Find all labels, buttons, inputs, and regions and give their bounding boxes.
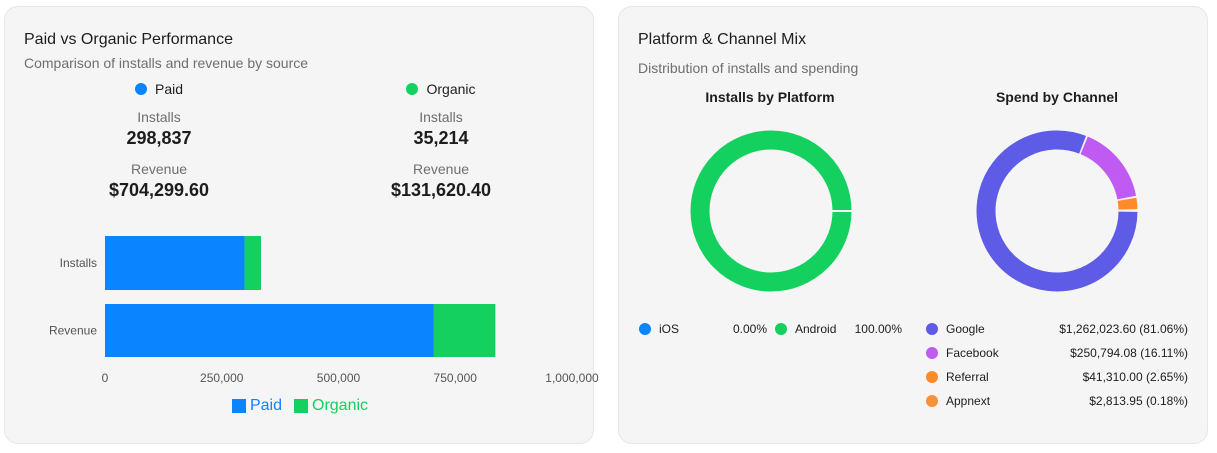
stacked-bar-chart: Installs Revenue 0 250,000 500,000 750,000 1,0… — [49, 236, 599, 385]
channel-slice-referral — [1117, 197, 1138, 210]
ios-label: iOS — [659, 322, 680, 336]
paid-label: Paid — [154, 81, 184, 97]
paid-vs-organic-card: Paid vs Organic Performance Comparison o… — [4, 6, 599, 444]
legend-item-facebook[interactable]: Facebook $250,794.08 (16.11%) — [926, 346, 1188, 360]
paid-installs-label: Installs — [137, 109, 181, 125]
card-subtitle: Comparison of installs and revenue by so… — [24, 55, 309, 71]
donut-charts — [690, 130, 1138, 292]
bar-organic-installs — [244, 236, 262, 290]
paid-revenue-value: $704,299.60 — [108, 180, 210, 200]
platform-channel-card: Platform & Channel Mix Distribution of i… — [618, 6, 1208, 444]
legend-item-appnext[interactable]: Appnext $2,813.95 (0.18%) — [926, 394, 1188, 408]
ios-percent: 0.00% — [732, 322, 767, 336]
organic-swatch-icon — [294, 399, 308, 413]
platform-donut-title: Installs by Platform — [705, 89, 835, 105]
x-tick-label: 1,000,000 — [545, 371, 599, 385]
x-tick-label: 750,000 — [434, 371, 478, 385]
bar-legend: Paid Organic — [5, 397, 595, 415]
referral-label: Referral — [946, 370, 989, 384]
legend-paid-label: Paid — [249, 397, 282, 414]
paid-stats: Paid Installs 298,837 Revenue $704,299.6… — [59, 81, 259, 201]
referral-value: $41,310.00 (2.65%) — [1082, 370, 1188, 384]
channel-slice-google — [976, 130, 1138, 292]
legend-item-ios[interactable]: iOS 0.00% — [639, 322, 767, 336]
organic-installs-value: 35,214 — [413, 128, 469, 148]
x-tick-label: 0 — [102, 371, 109, 385]
platform-slice-android — [690, 130, 852, 292]
appnext-dot-icon — [926, 395, 938, 407]
paid-installs-value: 298,837 — [126, 128, 192, 148]
android-label: Android — [795, 322, 837, 336]
organic-revenue-label: Revenue — [412, 161, 470, 177]
paid-swatch-icon — [231, 399, 246, 413]
organic-stats: Organic Installs 35,214 Revenue $131,620… — [341, 81, 541, 201]
google-value: $1,262,023.60 (81.06%) — [1059, 322, 1188, 336]
legend-item-google[interactable]: Google $1,262,023.60 (81.06%) — [926, 322, 1188, 336]
organic-revenue-value: $131,620.40 — [390, 180, 492, 200]
paid-revenue-label: Revenue — [130, 161, 188, 177]
google-dot-icon — [926, 323, 938, 335]
card-title: Platform & Channel Mix — [638, 31, 807, 48]
ios-dot-icon — [639, 323, 651, 335]
appnext-value: $2,813.95 (0.18%) — [1089, 394, 1188, 408]
organic-installs-label: Installs — [419, 109, 463, 125]
card-subtitle: Distribution of installs and spending — [638, 60, 859, 76]
facebook-dot-icon — [926, 347, 938, 359]
referral-dot-icon — [926, 371, 938, 383]
legend-item-paid[interactable]: Paid — [231, 397, 282, 415]
organic-dot-icon — [406, 83, 419, 95]
appnext-label: Appnext — [946, 394, 991, 408]
facebook-label: Facebook — [946, 346, 999, 360]
legend-item-referral[interactable]: Referral $41,310.00 (2.65%) — [926, 370, 1188, 384]
channel-donut-title: Spend by Channel — [995, 89, 1119, 105]
android-dot-icon — [775, 323, 787, 335]
organic-label: Organic — [426, 81, 476, 97]
bar-organic-revenue — [433, 304, 496, 357]
y-tick-label: Installs — [60, 256, 97, 270]
bar-paid-revenue — [105, 304, 434, 357]
facebook-value: $250,794.08 (16.11%) — [1070, 346, 1188, 360]
channel-slice-facebook — [1080, 136, 1137, 200]
paid-dot-icon — [134, 83, 147, 95]
x-tick-label: 500,000 — [317, 371, 361, 385]
google-label: Google — [946, 322, 985, 336]
legend-item-android[interactable]: Android 100.00% — [775, 322, 902, 336]
legend-item-organic[interactable]: Organic — [294, 397, 368, 415]
bar-paid-installs — [105, 236, 245, 290]
legend-organic-label: Organic — [312, 397, 369, 414]
android-percent: 100.00% — [854, 322, 902, 336]
x-tick-label: 250,000 — [200, 371, 244, 385]
card-title: Paid vs Organic Performance — [24, 31, 233, 48]
y-tick-label: Revenue — [49, 324, 97, 338]
